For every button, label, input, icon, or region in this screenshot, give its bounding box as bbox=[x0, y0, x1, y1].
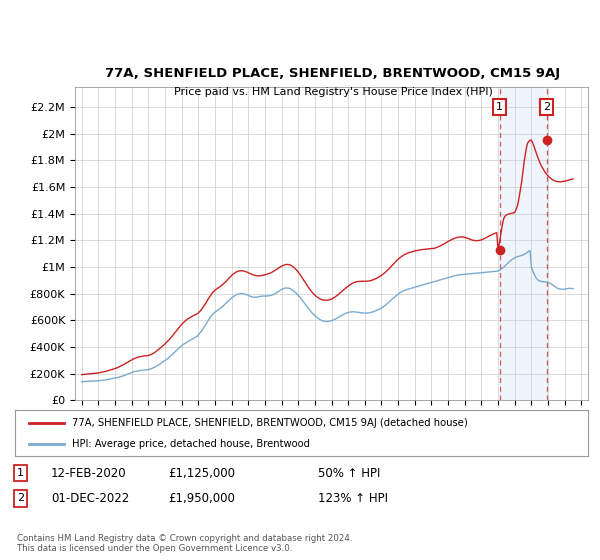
Text: 1: 1 bbox=[17, 468, 24, 478]
Text: £1,950,000: £1,950,000 bbox=[168, 492, 235, 505]
Bar bbox=[500, 87, 547, 400]
Text: HPI: Average price, detached house, Brentwood: HPI: Average price, detached house, Bren… bbox=[73, 438, 310, 449]
Text: £1,125,000: £1,125,000 bbox=[168, 466, 235, 480]
Text: 12-FEB-2020: 12-FEB-2020 bbox=[51, 466, 127, 480]
Text: Contains HM Land Registry data © Crown copyright and database right 2024.
This d: Contains HM Land Registry data © Crown c… bbox=[17, 534, 352, 553]
Text: 77A, SHENFIELD PLACE, SHENFIELD, BRENTWOOD, CM15 9AJ (detached house): 77A, SHENFIELD PLACE, SHENFIELD, BRENTWO… bbox=[73, 418, 468, 428]
Text: 1: 1 bbox=[496, 102, 503, 112]
Text: 2: 2 bbox=[543, 102, 550, 112]
Text: 01-DEC-2022: 01-DEC-2022 bbox=[51, 492, 129, 505]
Text: 50% ↑ HPI: 50% ↑ HPI bbox=[318, 466, 380, 480]
Text: Price paid vs. HM Land Registry's House Price Index (HPI): Price paid vs. HM Land Registry's House … bbox=[173, 87, 493, 97]
Text: 2: 2 bbox=[17, 493, 24, 503]
Text: 77A, SHENFIELD PLACE, SHENFIELD, BRENTWOOD, CM15 9AJ: 77A, SHENFIELD PLACE, SHENFIELD, BRENTWO… bbox=[106, 67, 560, 80]
Text: 123% ↑ HPI: 123% ↑ HPI bbox=[318, 492, 388, 505]
